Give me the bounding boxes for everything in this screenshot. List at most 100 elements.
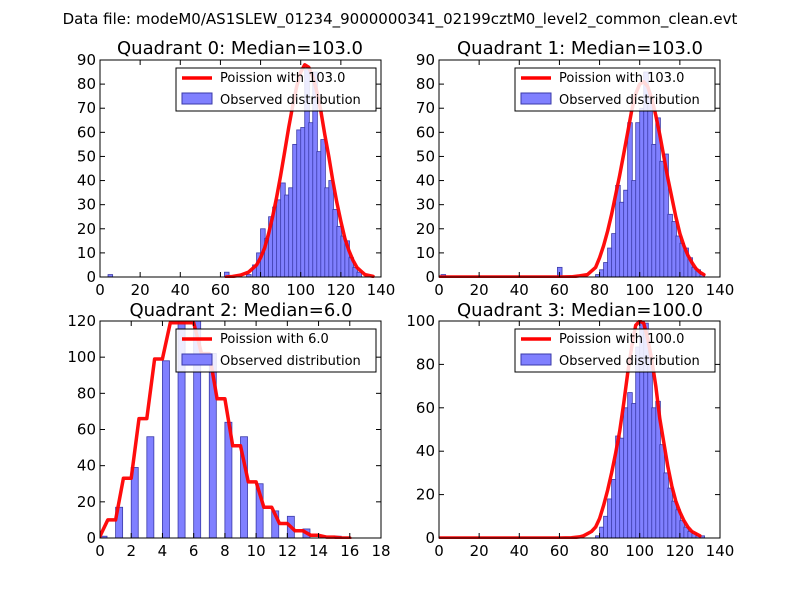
x-tick-label: 12 [278, 542, 297, 560]
x-tick-label: 60 [550, 542, 569, 560]
x-tick-label: 40 [171, 281, 190, 299]
legend-label-observed: Observed distribution [220, 354, 361, 369]
panel-title: Quadrant 1: Median=103.0 [457, 38, 703, 59]
x-tick-label: 0 [434, 281, 444, 299]
x-tick-label: 0 [434, 542, 444, 560]
poisson-line-group [224, 63, 375, 278]
legend-bar-swatch [520, 92, 552, 105]
panel-quadrant-0: Quadrant 0: Median=103.0 0 20 40 60 80 100 120… [77, 38, 395, 299]
x-tick-label: 20 [470, 281, 489, 299]
legend-bar-swatch [181, 92, 213, 105]
panel-title: Quadrant 2: Median=6.0 [129, 300, 352, 321]
y-tick-label: 90 [416, 51, 435, 69]
x-tick-label: 140 [367, 281, 396, 299]
y-tick-label: 20 [416, 486, 435, 504]
panel-title: Quadrant 3: Median=100.0 [457, 300, 703, 321]
y-tick-label: 100 [67, 348, 96, 366]
axes-frame [438, 59, 721, 278]
axes-frame [438, 320, 721, 539]
x-tick-label: 120 [666, 542, 695, 560]
y-tick-label: 30 [77, 196, 96, 214]
y-tick-label: 20 [77, 493, 96, 511]
legend-bar-swatch [181, 353, 213, 366]
x-tick-label: 120 [327, 281, 356, 299]
y-tick-label: 80 [416, 75, 435, 93]
y-tick-label: 0 [425, 268, 435, 286]
x-tick-label: 100 [625, 281, 654, 299]
x-tick-label: 140 [706, 542, 735, 560]
panel-quadrant-2: Quadrant 2: Median=6.0 0 2 4 6 8 10 12 14 16 18 0 2… [67, 300, 390, 560]
y-tick-label: 0 [425, 529, 435, 547]
x-tick-label: 6 [189, 542, 199, 560]
y-tick-label: 80 [77, 384, 96, 402]
y-tick-label: 120 [67, 312, 96, 330]
x-tick-label: 2 [126, 542, 136, 560]
y-tick-label: 50 [416, 147, 435, 165]
x-tick-label: 100 [625, 542, 654, 560]
x-tick-label: 20 [470, 542, 489, 560]
x-tick-label: 14 [309, 542, 328, 560]
y-tick-label: 40 [77, 457, 96, 475]
x-tick-label: 40 [510, 542, 529, 560]
y-tick-label: 50 [77, 147, 96, 165]
x-tick-label: 4 [158, 542, 168, 560]
x-tick-label: 40 [510, 281, 529, 299]
y-tick-label: 10 [416, 244, 435, 262]
x-tick-label: 100 [286, 281, 315, 299]
legend-label-observed: Observed distribution [559, 354, 700, 369]
legend: Poission with 103.0 Observed distribution [514, 67, 716, 112]
x-tick-label: 0 [95, 542, 105, 560]
histogram-bar [146, 436, 155, 539]
x-tick-label: 60 [211, 281, 230, 299]
x-tick-label: 80 [590, 542, 609, 560]
y-tick-label: 20 [77, 220, 96, 238]
y-tick-label: 10 [77, 244, 96, 262]
y-tick-label: 70 [77, 99, 96, 117]
y-tick-label: 80 [416, 355, 435, 373]
legend-label-observed: Observed distribution [559, 93, 700, 108]
legend-label-observed: Observed distribution [220, 93, 361, 108]
panel-title: Quadrant 0: Median=103.0 [117, 38, 363, 59]
y-tick-label: 70 [416, 99, 435, 117]
y-tick-label: 60 [416, 399, 435, 417]
legend: Poission with 6.0 Observed distribution [175, 328, 377, 373]
axes-frame [99, 59, 382, 278]
x-tick-label: 10 [247, 542, 266, 560]
x-tick-label: 80 [251, 281, 270, 299]
x-tick-label: 16 [340, 542, 359, 560]
y-tick-label: 90 [77, 51, 96, 69]
x-tick-label: 140 [706, 281, 735, 299]
legend-label-poisson: Poission with 100.0 [559, 332, 684, 347]
x-tick-label: 120 [666, 281, 695, 299]
y-tick-label: 60 [416, 123, 435, 141]
legend-bar-swatch [520, 353, 552, 366]
legend-label-poisson: Poission with 103.0 [220, 71, 345, 86]
y-tick-label: 80 [77, 75, 96, 93]
x-tick-label: 20 [131, 281, 150, 299]
legend: Poission with 103.0 Observed distribution [175, 67, 377, 112]
panel-quadrant-1: Quadrant 1: Median=103.0 0 20 40 60 80 100 120… [416, 38, 734, 299]
x-tick-label: 8 [220, 542, 230, 560]
y-tick-label: 60 [77, 421, 96, 439]
x-tick-label: 0 [95, 281, 105, 299]
x-tick-label: 18 [371, 542, 390, 560]
poisson-line [100, 321, 352, 539]
y-tick-label: 40 [416, 442, 435, 460]
x-tick-label: 60 [550, 281, 569, 299]
panel-quadrant-3: Quadrant 3: Median=100.0 0 20 40 60 80 100 120… [406, 300, 734, 560]
y-tick-label: 0 [86, 529, 96, 547]
y-tick-label: 30 [416, 196, 435, 214]
poisson-line-group [100, 321, 352, 539]
histogram-bar [162, 360, 170, 539]
poisson-line [224, 63, 375, 278]
y-tick-label: 0 [86, 268, 96, 286]
legend: Poission with 100.0 Observed distribution [514, 328, 716, 373]
y-tick-label: 40 [77, 172, 96, 190]
histogram-bars [107, 69, 362, 278]
y-tick-label: 100 [406, 312, 435, 330]
y-tick-label: 40 [416, 172, 435, 190]
y-tick-label: 20 [416, 220, 435, 238]
x-tick-label: 80 [590, 281, 609, 299]
y-tick-label: 60 [77, 123, 96, 141]
